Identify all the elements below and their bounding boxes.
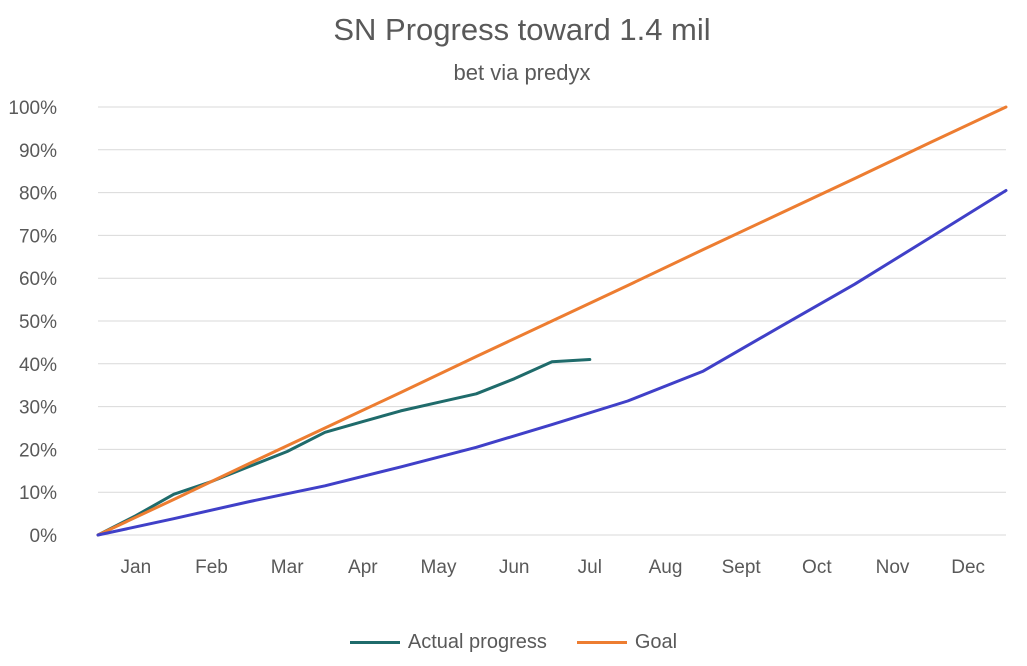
x-tick-label: Oct [802,557,832,578]
y-tick-label: 10% [19,483,57,504]
y-tick-label: 100% [8,98,57,119]
legend-label-goal: Goal [634,631,678,653]
x-tick-label: Dec [951,557,985,578]
legend: Actual progress Goal [0,631,1027,654]
x-tick-label: Mar [271,557,304,578]
y-tick-label: 50% [19,312,57,333]
x-tick-label: Sept [722,557,762,578]
x-tick-label: Jan [121,557,152,578]
goal-line [96,105,1008,537]
y-tick-label: 80% [19,184,57,205]
chart-subtitle: bet via predyx [453,60,591,85]
legend-swatch-goal [576,641,627,644]
x-tick-label: May [421,557,457,578]
legend-item-actual-progress: Actual progress [349,631,547,654]
trend-2-line [96,189,1008,537]
x-tick-label: Feb [195,557,228,578]
y-tick-label: 40% [19,355,57,376]
x-tick-label: Jun [499,557,530,578]
y-tick-label: 0% [30,526,58,547]
y-tick-label: 60% [19,269,57,290]
actual-progress-line [96,358,592,537]
line-chart: 0% 10% 20% 30% 40% 50% 60% 70% 80% 90% 100% Jan Feb M… [8,98,1008,578]
y-tick-label: 20% [19,440,57,461]
legend-swatch-actual-progress [349,641,400,644]
y-tick-label: 90% [19,141,57,162]
legend-item-goal: Goal [576,631,678,654]
x-tick-label: Jul [578,557,602,578]
x-tick-label: Apr [348,557,378,578]
x-tick-label: Nov [876,557,910,578]
chart-title: SN Progress toward 1.4 mil [333,12,711,47]
y-tick-label: 30% [19,398,57,419]
legend-label-actual-progress: Actual progress [407,631,547,653]
x-tick-label: Aug [649,557,683,578]
y-tick-label: 70% [19,226,57,247]
